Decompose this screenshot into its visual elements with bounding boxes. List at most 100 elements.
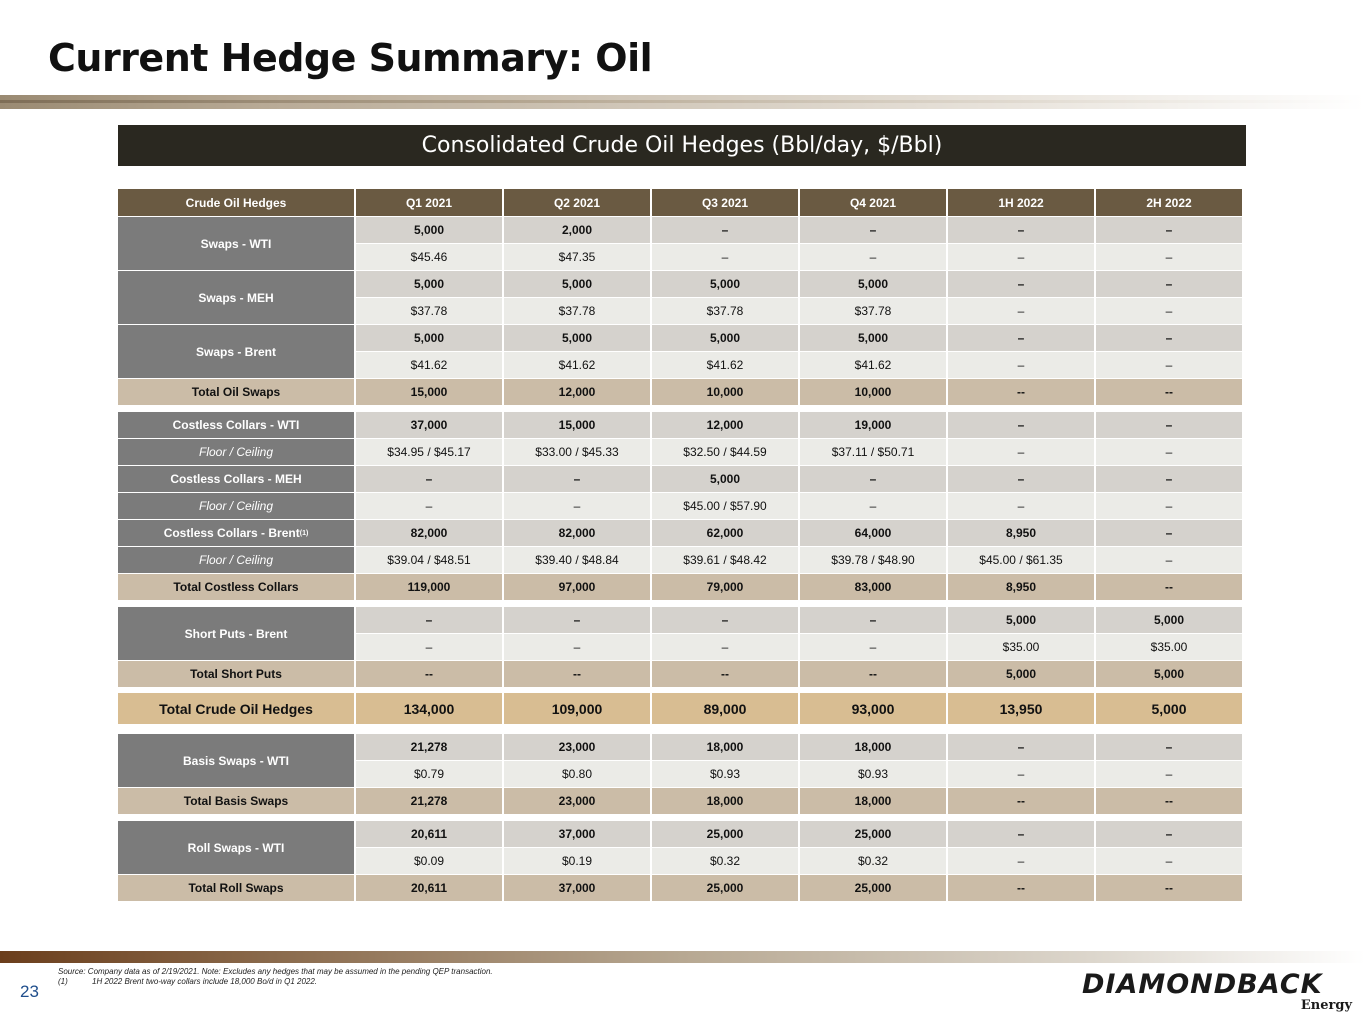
data-cell: –: [1094, 466, 1242, 493]
page-title: Current Hedge Summary: Oil: [48, 36, 653, 80]
total-cell: 83,000: [798, 574, 946, 601]
data-cell: 5,000: [798, 325, 946, 352]
data-cell: $0.80: [502, 761, 650, 788]
total-cell: 8,950: [946, 574, 1094, 601]
total-cell: 134,000: [354, 693, 502, 725]
data-cell: –: [502, 607, 650, 634]
data-cell: $37.78: [502, 298, 650, 325]
total-cell: --: [1094, 379, 1242, 406]
data-cell: 25,000: [798, 821, 946, 848]
collars-block: Costless Collars - Brent (1) 82,000 82,000 6…: [118, 520, 1246, 574]
total-label: Total Basis Swaps: [118, 788, 354, 815]
data-cell: –: [502, 493, 650, 520]
data-row: 5,000 5,000 5,000 5,000– –: [354, 271, 1246, 298]
total-label: Total Short Puts: [118, 661, 354, 688]
data-cell: $32.50 / $44.59: [650, 439, 798, 466]
group-swaps-meh: Swaps - MEH 5,000 5,000 5,000 5,000– – $37.78 $…: [118, 271, 1246, 325]
header-cell: 2H 2022: [1094, 189, 1242, 217]
collars-block: Costless Collars - WTI 37,000 15,000 12,000…: [118, 412, 1246, 466]
footnote-mark: (1): [58, 977, 68, 986]
data-cell: 21,278: [354, 734, 502, 761]
header-cell: Q3 2021: [650, 189, 798, 217]
data-cell: $45.46: [354, 244, 502, 271]
header-cell: Q2 2021: [502, 189, 650, 217]
data-cell: –: [946, 412, 1094, 439]
total-cell: --: [946, 788, 1094, 815]
data-row: Floor / Ceiling $34.95 / $45.17 $33.00 / $…: [118, 439, 1246, 466]
data-row: $45.46 $47.35– – – –: [354, 244, 1246, 271]
data-row: Floor / Ceiling – – $45.00 / $57.90– – –: [118, 493, 1246, 520]
total-row: Total Basis Swaps 21,278 23,000 18,000 18,00…: [118, 788, 1246, 815]
row-pair: 5,000 2,000– – – – $45.46 $47.35– – – –: [354, 217, 1246, 271]
data-cell: –: [1094, 493, 1242, 520]
data-cell: 5,000: [502, 325, 650, 352]
data-cell: –: [946, 734, 1094, 761]
group-roll-swaps: Roll Swaps - WTI 20,611 37,000 25,000 25,000…: [118, 821, 1246, 875]
header-cell: Q4 2021: [798, 189, 946, 217]
row-label: Basis Swaps - WTI: [118, 734, 354, 788]
data-row: 20,611 37,000 25,000 25,000– –: [354, 821, 1246, 848]
row-label: Costless Collars - MEH: [118, 466, 354, 493]
row-sublabel: Floor / Ceiling: [118, 493, 354, 520]
footnote: (1) 1H 2022 Brent two-way collars include…: [58, 977, 493, 987]
group-short-puts: Short Puts - Brent – – – –5,000 5,000– – – – $35.…: [118, 607, 1246, 661]
data-cell: $37.78: [354, 298, 502, 325]
data-cell: –: [798, 466, 946, 493]
data-cell: –: [798, 244, 946, 271]
collars-block: Costless Collars - MEH – –5,000– – – Floor / …: [118, 466, 1246, 520]
data-cell: –: [946, 493, 1094, 520]
row-label: Roll Swaps - WTI: [118, 821, 354, 875]
row-label: Costless Collars - WTI: [118, 412, 354, 439]
row-pair: 21,278 23,000 18,000 18,000– – $0.79 $0.80 $0.9…: [354, 734, 1246, 788]
data-cell: 5,000: [650, 325, 798, 352]
company-logo: DIAMONDBACK Energy: [1082, 970, 1354, 1016]
row-sublabel: Floor / Ceiling: [118, 439, 354, 466]
data-row: 5,000 5,000 5,000 5,000– –: [354, 325, 1246, 352]
total-label: Total Roll Swaps: [118, 875, 354, 902]
total-cell: 12,000: [502, 379, 650, 406]
total-cell: --: [354, 661, 502, 688]
table-banner: Consolidated Crude Oil Hedges (Bbl/day, …: [118, 125, 1246, 166]
data-cell: –: [946, 271, 1094, 298]
data-cell: $45.00 / $61.35: [946, 547, 1094, 574]
total-cell: 119,000: [354, 574, 502, 601]
data-cell: –: [946, 244, 1094, 271]
data-cell: 18,000: [650, 734, 798, 761]
total-cell: --: [798, 661, 946, 688]
data-cell: –: [946, 352, 1094, 379]
data-cell: $0.93: [798, 761, 946, 788]
total-cell: 20,611: [354, 875, 502, 902]
data-cell: $39.40 / $48.84: [502, 547, 650, 574]
row-label: Swaps - Brent: [118, 325, 354, 379]
data-cell: 82,000: [354, 520, 502, 547]
data-cell: –: [354, 493, 502, 520]
data-cell: $37.78: [650, 298, 798, 325]
total-label: Total Oil Swaps: [118, 379, 354, 406]
data-cell: $41.62: [650, 352, 798, 379]
data-cell: $45.00 / $57.90: [650, 493, 798, 520]
total-row: Total Roll Swaps 20,611 37,000 25,000 25,000…: [118, 875, 1246, 902]
data-cell: $37.78: [798, 298, 946, 325]
data-cell: –: [798, 493, 946, 520]
data-row: Floor / Ceiling $39.04 / $48.51 $39.40 / $…: [118, 547, 1246, 574]
total-cell: --: [946, 875, 1094, 902]
data-cell: $34.95 / $45.17: [354, 439, 502, 466]
data-cell: 2,000: [502, 217, 650, 244]
total-cell: --: [1094, 788, 1242, 815]
data-cell: $41.62: [798, 352, 946, 379]
group-swaps-brent: Swaps - Brent 5,000 5,000 5,000 5,000– – $41.6…: [118, 325, 1246, 379]
row-label: Costless Collars - Brent (1): [118, 520, 354, 547]
total-cell: --: [946, 379, 1094, 406]
data-cell: –: [354, 634, 502, 661]
total-cell: --: [650, 661, 798, 688]
total-cell: 89,000: [650, 693, 798, 725]
data-cell: –: [946, 821, 1094, 848]
footnote-superscript: (1): [299, 529, 309, 537]
total-cell: 5,000: [1094, 693, 1242, 725]
total-cell: 15,000: [354, 379, 502, 406]
data-cell: 62,000: [650, 520, 798, 547]
row-label-text: Costless Collars - Brent: [163, 526, 300, 540]
data-cell: –: [798, 607, 946, 634]
data-cell: $0.09: [354, 848, 502, 875]
row-label-text: Costless Collars - MEH: [170, 472, 302, 486]
